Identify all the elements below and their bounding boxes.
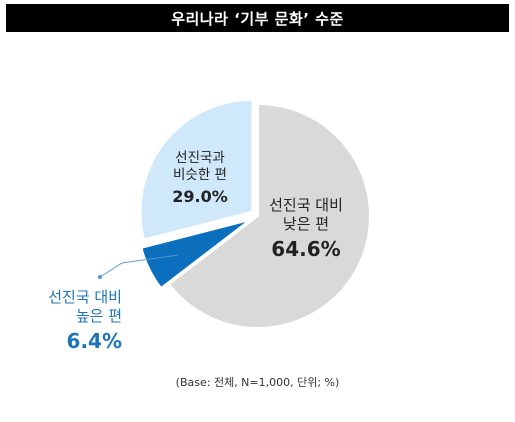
slice-value-similar: 29.0% — [172, 186, 228, 206]
footnote: (Base: 전체, N=1,000, 단위; %) — [175, 376, 340, 389]
slice-label-high-line1: 선진국 대비 — [48, 288, 122, 306]
pie-slice-low — [167, 102, 371, 329]
slice-value-high: 6.4% — [66, 328, 122, 353]
slice-label-similar-line2: 비슷한 편 — [173, 166, 227, 183]
slice-label-high: 선진국 대비 높은 편 6.4% — [14, 288, 122, 354]
leader-dot-high — [97, 274, 103, 280]
slice-value-low: 64.6% — [271, 236, 341, 261]
slice-label-high-line2: 높은 편 — [75, 306, 122, 325]
pie-slice-high — [140, 218, 251, 290]
slice-label-similar-line1: 선진국과 — [175, 150, 225, 166]
chart-title: 우리나라 ‘기부 문화’ 수준 — [6, 4, 509, 32]
slice-label-similar: 선진국과 비슷한 편 29.0% — [148, 150, 252, 207]
slice-label-low-line2: 낮은 편 — [282, 214, 330, 233]
slice-label-low-line1: 선진국 대비 — [269, 196, 343, 214]
pie-slice-similar — [139, 98, 254, 241]
slice-label-low: 선진국 대비 낮은 편 64.6% — [246, 196, 366, 262]
leader-line-high — [99, 254, 178, 278]
